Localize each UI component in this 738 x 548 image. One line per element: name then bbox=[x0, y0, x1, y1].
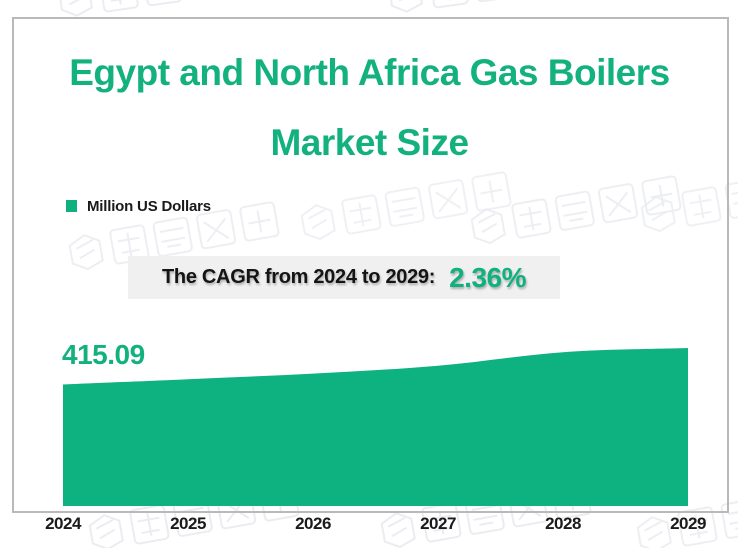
x-axis-label-2027: 2027 bbox=[420, 514, 456, 533]
x-axis-label-2026: 2026 bbox=[295, 514, 331, 533]
x-axis-label-2025: 2025 bbox=[170, 514, 206, 533]
x-axis-label-2029: 2029 bbox=[670, 514, 706, 533]
x-axis-label-2028: 2028 bbox=[545, 514, 581, 533]
cagr-callout: The CAGR from 2024 to 2029: 2.36% bbox=[128, 256, 560, 299]
start-value-label: 415.09 bbox=[62, 339, 145, 370]
chart-title: Egypt and North Africa Gas Boilers Marke… bbox=[12, 38, 727, 178]
x-axis-label-2024: 2024 bbox=[45, 514, 81, 533]
legend: Million US Dollars bbox=[66, 197, 211, 215]
chart-frame bbox=[12, 17, 729, 513]
cagr-value: 2.36% bbox=[449, 261, 526, 293]
chart-title-line1: Egypt and North Africa Gas Boilers bbox=[69, 52, 670, 93]
legend-swatch-icon bbox=[66, 200, 77, 212]
cagr-prefix-text: The CAGR from 2024 to 2029: bbox=[162, 266, 436, 288]
legend-label: Million US Dollars bbox=[87, 197, 211, 215]
chart-title-line2: Market Size bbox=[270, 122, 469, 163]
